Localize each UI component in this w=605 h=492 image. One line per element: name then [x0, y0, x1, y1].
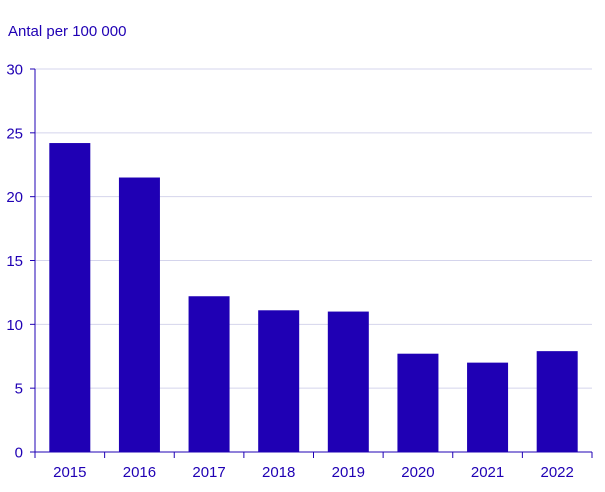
- y-tick-label: 25: [6, 125, 23, 142]
- x-tick-label: 2019: [332, 464, 365, 481]
- bar-2022: [536, 351, 578, 452]
- y-tick-label: 0: [15, 445, 23, 462]
- y-tick-label: 30: [6, 62, 23, 79]
- y-axis-title: Antal per 100 000: [8, 23, 127, 40]
- bar-2017: [188, 296, 230, 452]
- bar-2016: [118, 177, 160, 452]
- y-tick-label: 20: [6, 189, 23, 206]
- bar-2020: [397, 353, 439, 452]
- bar-2019: [327, 311, 369, 452]
- y-tick-label: 15: [6, 253, 23, 270]
- bar-2018: [258, 310, 300, 452]
- x-tick-label: 2020: [401, 464, 434, 481]
- x-tick-label: 2018: [262, 464, 295, 481]
- y-tick-label: 5: [15, 381, 23, 398]
- x-tick-label: 2015: [53, 464, 86, 481]
- bar-2021: [467, 362, 509, 452]
- y-tick-label: 10: [6, 317, 23, 334]
- x-tick-label: 2016: [123, 464, 156, 481]
- x-tick-label: 2021: [471, 464, 504, 481]
- bar-2015: [49, 143, 91, 452]
- x-tick-label: 2022: [541, 464, 574, 481]
- x-tick-label: 2017: [192, 464, 225, 481]
